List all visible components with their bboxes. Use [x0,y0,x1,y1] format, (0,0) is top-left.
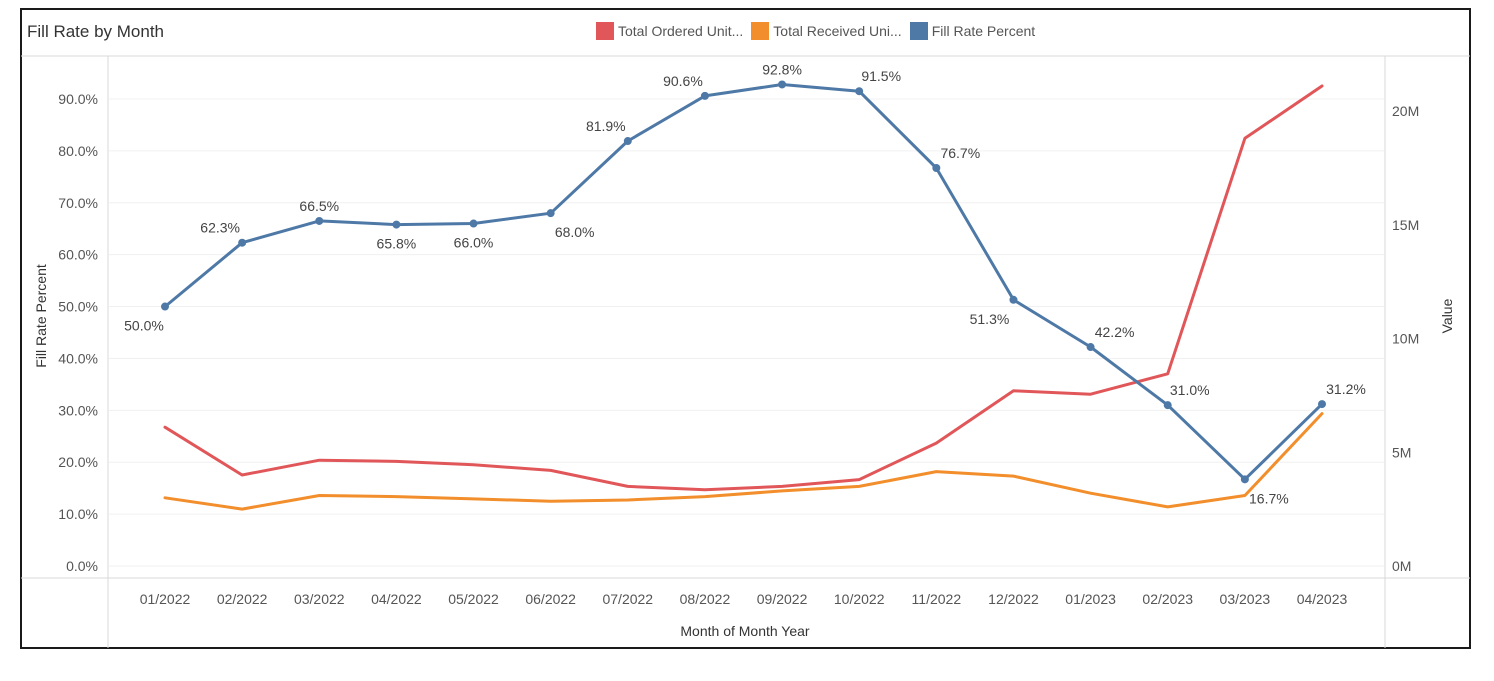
legend-item-fill-rate[interactable]: Fill Rate Percent [909,22,1036,40]
fill-rate-data-label: 81.9% [586,118,626,134]
left-tick-label: 30.0% [58,402,98,418]
right-tick-label: 15M [1392,217,1419,233]
right-axis-ticks: 0M 5M 10M 15M 20M [1392,103,1419,574]
left-tick-label: 20.0% [58,454,98,470]
legend-swatch-ordered [596,22,614,40]
left-tick-label: 50.0% [58,299,98,315]
chart-title: Fill Rate by Month [27,22,164,41]
series-line-ordered[interactable] [163,84,1324,492]
x-tick-label: 01/2023 [1065,591,1116,607]
x-axis-title: Month of Month Year [680,623,810,639]
x-tick-label: 02/2023 [1142,591,1193,607]
legend-label-fill-rate: Fill Rate Percent [931,23,1036,39]
left-tick-label: 90.0% [58,91,98,107]
right-axis-title: Value [1439,298,1455,333]
legend-item-received[interactable]: Total Received Uni... [751,22,902,40]
x-tick-label: 12/2022 [988,591,1039,607]
fill-rate-point[interactable] [623,137,632,146]
series-line-received[interactable] [163,412,1324,511]
x-tick-label: 04/2023 [1297,591,1348,607]
fill-rate-data-label: 31.2% [1326,381,1366,397]
fill-rate-data-label: 65.8% [377,236,417,252]
fill-rate-data-label: 76.7% [940,145,980,161]
left-tick-label: 0.0% [66,558,98,574]
fill-rate-data-label: 16.7% [1249,490,1289,506]
fill-rate-data-label: 66.0% [454,235,494,251]
fill-rate-data-label: 42.2% [1095,324,1135,340]
x-tick-label: 03/2023 [1220,591,1271,607]
series-layer: 50.0% 62.3% 66.5% 65.8% 66.0% 68.0% 81.9% 90.6%… [124,61,1366,511]
right-tick-label: 0M [1392,558,1411,574]
x-tick-label: 03/2022 [294,591,345,607]
fill-rate-point[interactable] [546,209,555,218]
left-tick-label: 40.0% [58,350,98,366]
fill-rate-data-label: 51.3% [970,311,1010,327]
chart-frame [20,8,1471,649]
fill-rate-point[interactable] [238,238,247,247]
x-tick-label: 01/2022 [140,591,191,607]
right-tick-label: 5M [1392,444,1411,460]
x-tick-label: 05/2022 [448,591,499,607]
left-tick-label: 60.0% [58,247,98,263]
right-tick-label: 20M [1392,103,1419,119]
fill-rate-point[interactable] [1240,475,1249,484]
fill-rate-data-label: 92.8% [762,61,802,77]
x-tick-label: 02/2022 [217,591,268,607]
left-tick-label: 80.0% [58,143,98,159]
gridlines [109,98,1384,567]
fill-rate-point[interactable] [932,164,941,173]
fill-rate-point[interactable] [315,216,324,225]
fill-rate-point[interactable] [1318,400,1326,409]
fill-rate-point[interactable] [1086,343,1095,352]
fill-rate-point[interactable] [469,219,478,228]
series-line-fill-rate[interactable] [163,83,1324,481]
fill-rate-data-label: 91.5% [861,68,901,84]
fill-rate-point[interactable] [392,220,401,229]
legend-label-ordered: Total Ordered Unit... [618,23,744,39]
fill-rate-data-label: 90.6% [663,73,703,89]
fill-rate-point[interactable] [161,302,169,311]
fill-rate-point[interactable] [1009,295,1018,304]
legend-item-ordered[interactable]: Total Ordered Unit... [596,22,743,40]
legend-swatch-received [751,22,770,40]
fill-rate-point[interactable] [778,80,787,89]
fill-rate-point[interactable] [855,87,864,96]
fill-rate-data-label: 68.0% [555,224,595,240]
fill-rate-point[interactable] [700,91,709,100]
fill-rate-data-label: 50.0% [124,318,164,334]
left-axis-ticks: 0.0% 10.0% 20.0% 30.0% 40.0% 50.0% 60.0% 70.0% 8… [58,91,98,574]
left-axis-title: Fill Rate Percent [33,264,49,368]
x-tick-label: 10/2022 [834,591,885,607]
left-tick-label: 10.0% [58,506,98,522]
legend: Total Ordered Unit... Total Received Uni… [596,22,1035,40]
x-tick-label: 04/2022 [371,591,422,607]
fill-rate-point[interactable] [1163,401,1172,410]
legend-swatch-fill-rate [909,22,928,40]
fill-rate-data-label: 62.3% [200,220,240,236]
x-tick-label: 07/2022 [602,591,653,607]
legend-label-received: Total Received Uni... [773,23,902,39]
left-tick-label: 70.0% [58,195,98,211]
right-tick-label: 10M [1392,331,1419,347]
fill-rate-data-label: 66.5% [299,198,339,214]
x-tick-label: 11/2022 [912,591,962,607]
fill-rate-data-label: 31.0% [1170,382,1210,398]
x-tick-label: 09/2022 [757,591,808,607]
x-tick-label: 06/2022 [525,591,576,607]
x-axis-ticks: 01/2022 02/2022 03/2022 04/2022 05/2022 06/20… [140,591,1348,607]
x-tick-label: 08/2022 [680,591,731,607]
layout-lines [21,55,1470,648]
